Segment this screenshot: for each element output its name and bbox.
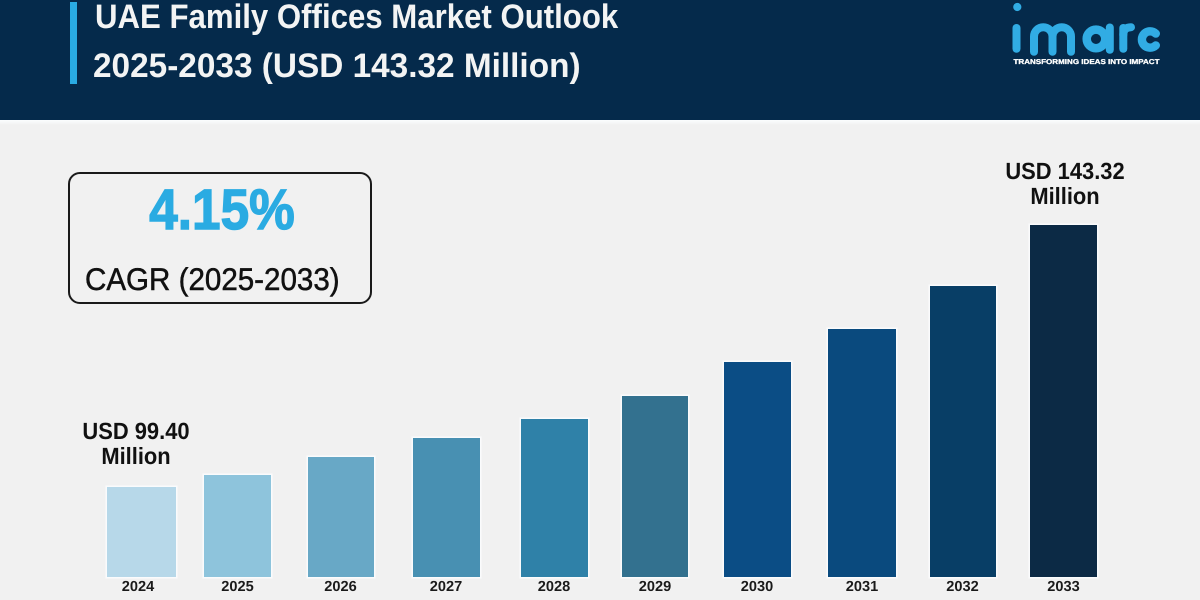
svg-text:TRANSFORMING IDEAS INTO IMPACT: TRANSFORMING IDEAS INTO IMPACT [1014,59,1161,66]
